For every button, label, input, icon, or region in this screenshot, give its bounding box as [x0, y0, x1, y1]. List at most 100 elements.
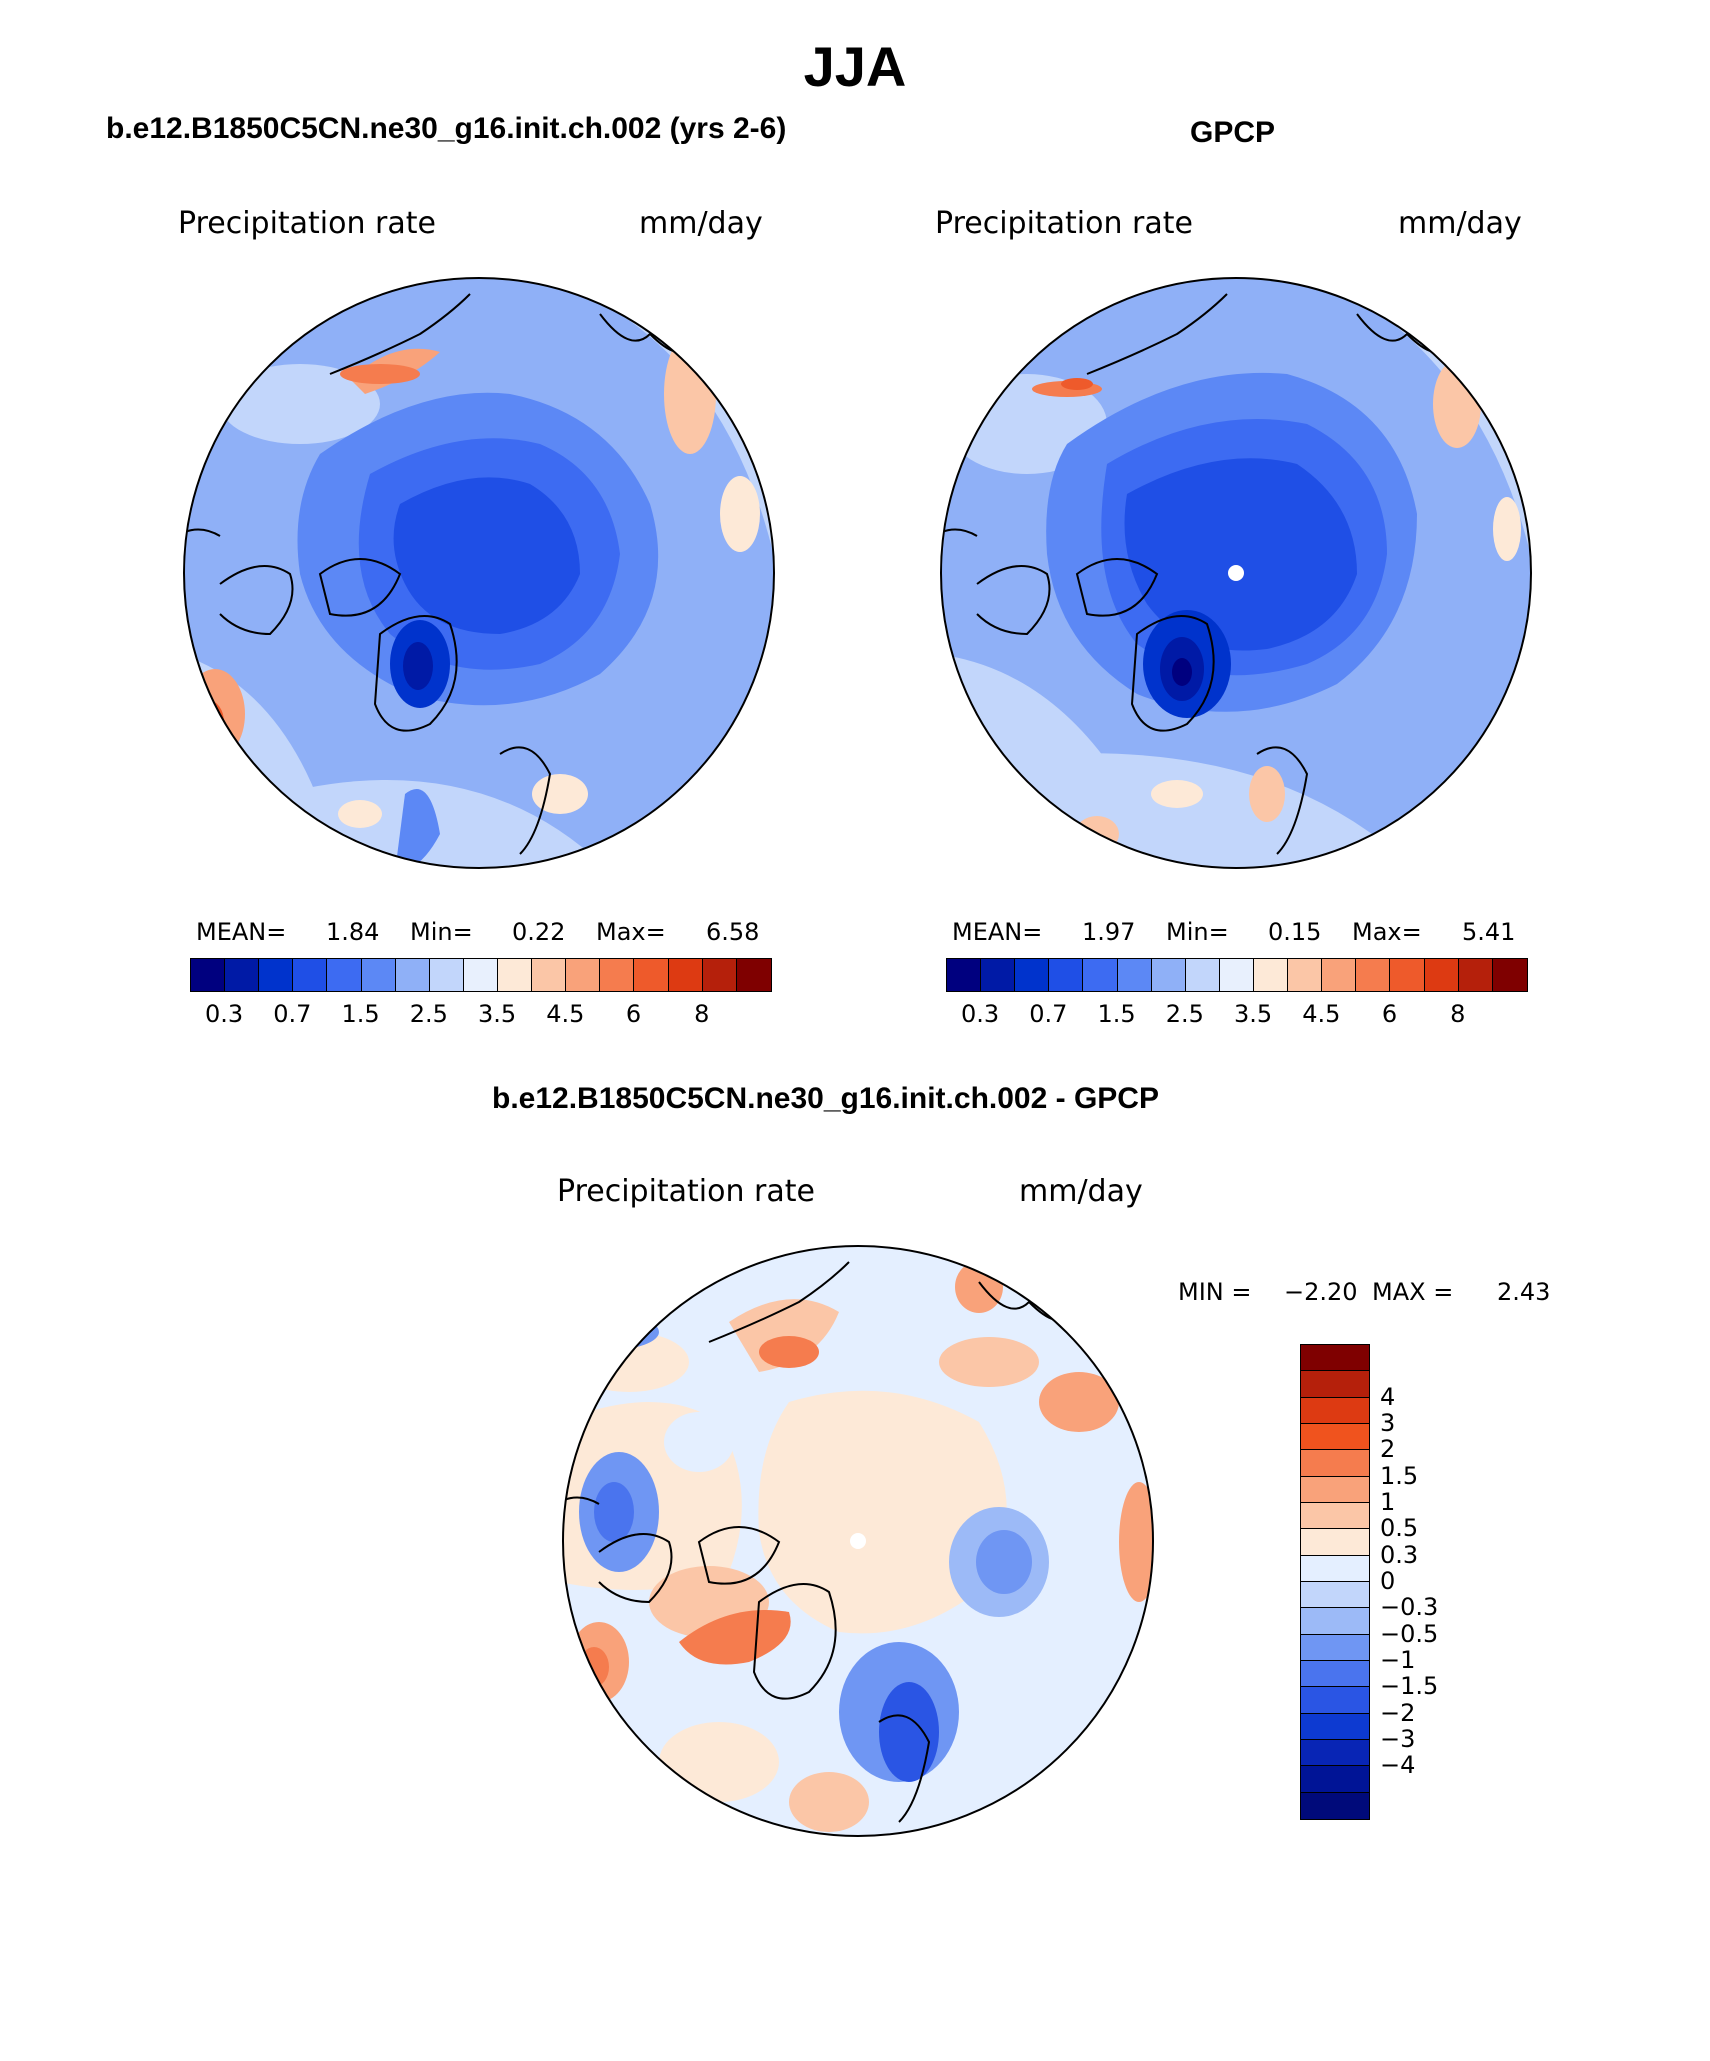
panel3-colorbar-tick-label: 1 [1380, 1488, 1396, 1516]
panel3-min-value: −2.20 [1284, 1278, 1358, 1306]
panel3-units: mm/day [1019, 1174, 1143, 1209]
panel2-colorbar-swatch [1015, 959, 1050, 991]
panel3-colorbar-swatch [1301, 1555, 1369, 1582]
panel1-colorbar-tick-label: 3.5 [477, 1000, 517, 1028]
panel1-min-label: Min= [410, 918, 473, 946]
main-title: JJA [803, 35, 907, 98]
panel2-colorbar-swatch [1049, 959, 1084, 991]
panel3-colorbar-tick-label: 0 [1380, 1567, 1396, 1595]
panel1-title: b.e12.B1850C5CN.ne30_g16.init.ch.002 (yr… [106, 112, 787, 145]
panel2-colorbar-tick-label: 3.5 [1233, 1000, 1273, 1028]
panel1-colorbar-swatch [634, 959, 669, 991]
panel2-variable: Precipitation rate [935, 206, 1193, 241]
panel2-colorbar-swatch [1253, 959, 1289, 991]
panel1-colorbar-swatch [497, 959, 533, 991]
panel1-colorbar-swatch [395, 959, 430, 991]
panel2-colorbar [946, 958, 1528, 992]
panel3-colorbar-swatch [1301, 1345, 1369, 1372]
panel2-mean-value: 1.97 [1082, 918, 1136, 946]
panel2-title: GPCP [1190, 116, 1276, 149]
panel2-colorbar-tick-label: 4.5 [1302, 1000, 1341, 1028]
panel1-colorbar-swatch [532, 959, 567, 991]
panel1-max-value: 6.58 [706, 918, 760, 946]
panel3-colorbar-swatch [1301, 1687, 1369, 1714]
panel1-colorbar-swatch [429, 959, 464, 991]
panel3-colorbar-tick-label: −4 [1380, 1751, 1416, 1780]
panel3-colorbar-swatch [1301, 1581, 1369, 1609]
panel2-colorbar-swatch [1322, 959, 1357, 991]
panel3-colorbar-swatch [1301, 1502, 1369, 1530]
panel2-colorbar-swatch [1083, 959, 1118, 991]
panel1-colorbar-tick-label: 2.5 [409, 1000, 448, 1028]
panel2-colorbar-swatch [1356, 959, 1391, 991]
panel2-colorbar-swatch [1219, 959, 1254, 991]
panel2-colorbar-swatch [1390, 959, 1425, 991]
panel1-colorbar-swatch [702, 959, 737, 991]
panel1-min-value: 0.22 [512, 918, 566, 946]
panel2-colorbar-swatch [1151, 959, 1186, 991]
panel3-polar-map [562, 1245, 1154, 1837]
panel1-colorbar-swatch [225, 959, 260, 991]
panel3-colorbar-tick-label: −2 [1380, 1698, 1416, 1727]
panel3-colorbar-tick-label: 4 [1380, 1382, 1396, 1411]
panel1-polar-map [183, 277, 775, 869]
panel2-mean-label: MEAN= [952, 918, 1043, 946]
panel2-colorbar-swatch [1424, 959, 1459, 991]
panel2-colorbar-tick-label: 6 [1381, 1000, 1398, 1028]
panel2-colorbar-tick-label: 0.3 [961, 1000, 1000, 1028]
panel3-colorbar-swatch [1301, 1739, 1369, 1767]
panel2-max-value: 5.41 [1462, 918, 1516, 946]
panel2-max-label: Max= [1352, 918, 1422, 946]
panel3-colorbar-tick-label: −0.5 [1380, 1619, 1439, 1648]
panel1-colorbar-tick-label: 0.3 [205, 1000, 244, 1028]
panel1-colorbar-tick-label: 8 [694, 1000, 710, 1028]
panel3-colorbar-swatch [1301, 1713, 1369, 1740]
panel1-colorbar-swatch [361, 959, 396, 991]
panel1-colorbar-tick-label: 6 [625, 1000, 642, 1028]
panel3-colorbar-swatch [1301, 1608, 1369, 1635]
panel3-colorbar-tick-label: −1 [1380, 1646, 1416, 1674]
panel2-colorbar-swatch [1185, 959, 1220, 991]
panel1-colorbar-tick-label: 4.5 [546, 1000, 585, 1028]
panel1-max-label: Max= [596, 918, 666, 946]
panel3-colorbar-swatch [1301, 1766, 1369, 1793]
panel2-min-label: Min= [1166, 918, 1229, 946]
panel2-min-value: 0.15 [1268, 918, 1322, 946]
panel3-colorbar-tick-label: −1.5 [1380, 1672, 1439, 1701]
panel2-colorbar-tick-label: 8 [1450, 1000, 1466, 1028]
panel3-colorbar-swatch [1301, 1529, 1369, 1556]
panel3-colorbar-tick-label: −3 [1380, 1725, 1416, 1753]
panel1-colorbar-tick-label: 1.5 [341, 1000, 380, 1028]
panel1-colorbar-swatch [736, 959, 771, 991]
panel3-colorbar-tick-label: 1.5 [1380, 1461, 1419, 1490]
panel3-colorbar-tick-label: −0.3 [1380, 1593, 1439, 1622]
panel2-colorbar-swatch [1288, 959, 1323, 991]
panel2-colorbar-swatch [1117, 959, 1152, 991]
panel1-colorbar-swatch [463, 959, 498, 991]
panel2-colorbar-swatch [1458, 959, 1493, 991]
panel3-colorbar-tick-label: 0.3 [1380, 1540, 1419, 1569]
panel1-variable: Precipitation rate [178, 206, 436, 241]
panel1-colorbar-swatch [566, 959, 601, 991]
panel3-variable: Precipitation rate [557, 1174, 815, 1209]
panel3-colorbar-swatch [1301, 1397, 1369, 1424]
panel1-colorbar-swatch [327, 959, 362, 991]
panel2-units: mm/day [1398, 206, 1522, 241]
panel3-colorbar-swatch [1301, 1476, 1369, 1503]
panel3-max-label: MAX = [1372, 1278, 1454, 1306]
panel3-colorbar-tick-label: 2 [1380, 1435, 1396, 1464]
panel3-colorbar-swatch [1301, 1371, 1369, 1398]
panel1-colorbar [190, 958, 772, 992]
panel1-colorbar-tick-label: 0.7 [273, 1000, 312, 1028]
panel1-colorbar-swatch [600, 959, 635, 991]
panel3-max-value: 2.43 [1497, 1278, 1551, 1306]
panel1-colorbar-swatch [191, 959, 226, 991]
panel3-min-label: MIN = [1178, 1278, 1252, 1306]
panel2-colorbar-tick-label: 1.5 [1097, 1000, 1136, 1028]
panel3-title: b.e12.B1850C5CN.ne30_g16.init.ch.002 - G… [492, 1082, 1159, 1115]
panel1-colorbar-swatch [293, 959, 328, 991]
panel2-colorbar-swatch [947, 959, 982, 991]
panel1-colorbar-swatch [259, 959, 294, 991]
panel3-colorbar-swatch [1301, 1423, 1369, 1451]
panel2-colorbar-tick-label: 0.7 [1029, 1000, 1068, 1028]
